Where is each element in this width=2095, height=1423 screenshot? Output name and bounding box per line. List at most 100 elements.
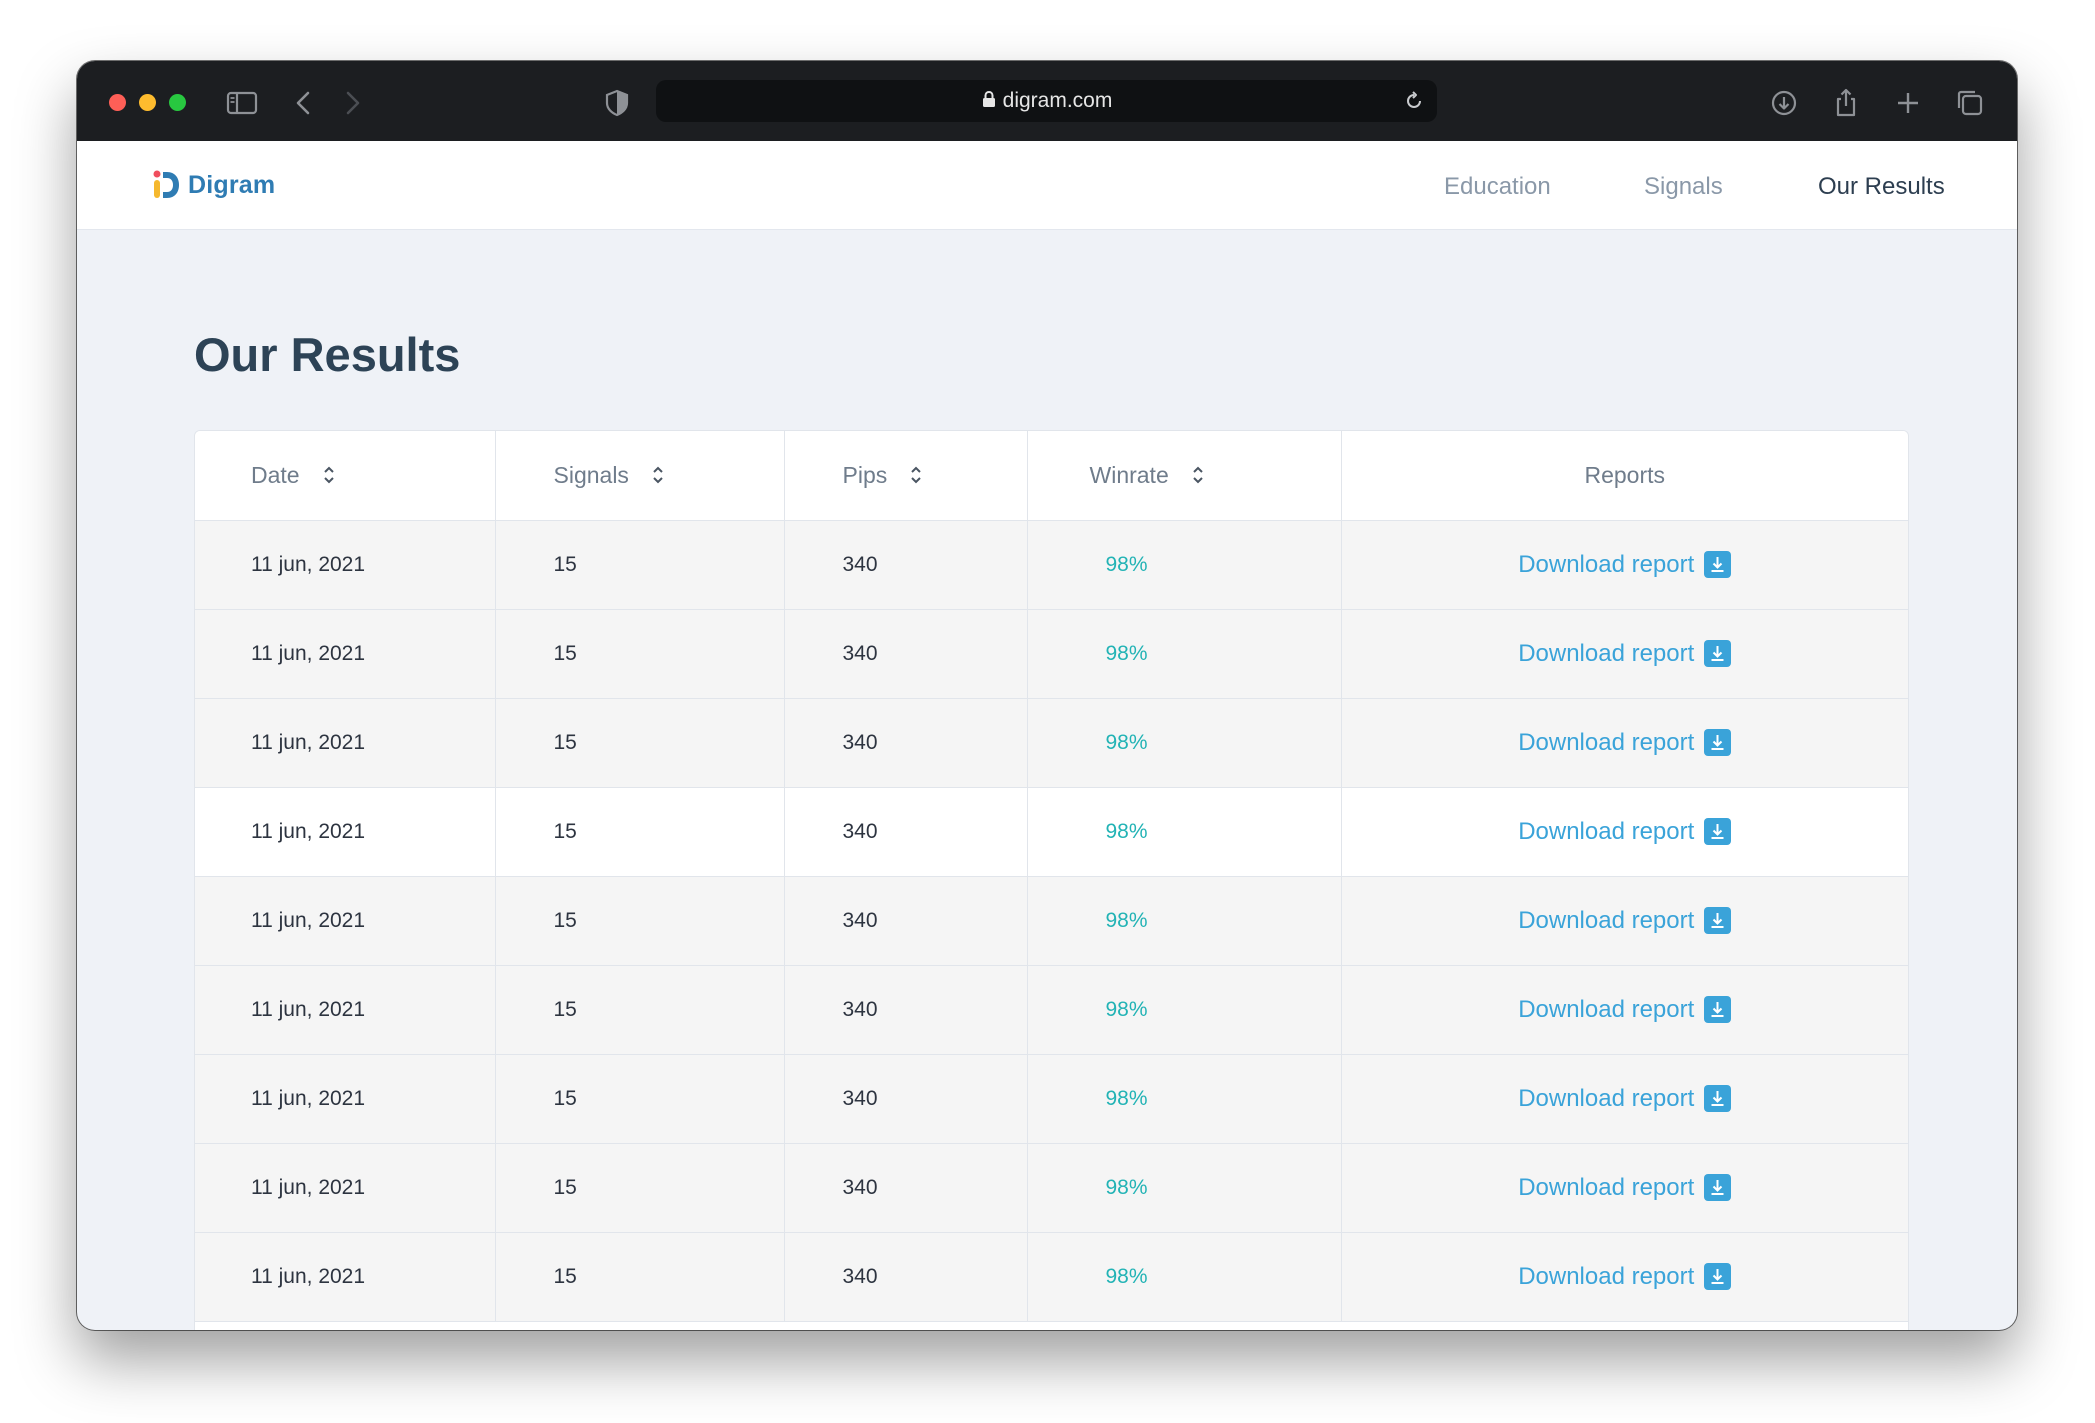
cell-winrate: 98% xyxy=(1027,698,1342,788)
table-row: 11 jun, 2021 15 340 98% Download report xyxy=(195,609,1908,699)
browser-toolbar: digram.com xyxy=(77,61,2017,141)
cell-pips: 340 xyxy=(784,698,1028,788)
cell-report: Download report xyxy=(1341,520,1908,610)
cell-pips: 340 xyxy=(784,1143,1028,1233)
cell-date: 11 jun, 2021 xyxy=(195,1143,496,1233)
cell-pips: 340 xyxy=(784,609,1028,699)
table-row: 11 jun, 2021 15 340 98% Download report xyxy=(195,876,1908,966)
sort-icon[interactable] xyxy=(909,465,923,485)
cell-signals: 15 xyxy=(495,520,785,610)
logo-text: Digram xyxy=(188,170,276,199)
download-report-icon[interactable] xyxy=(1704,818,1732,845)
lock-icon xyxy=(982,91,995,108)
table-row: 11 jun, 2021 15 340 98% Download report xyxy=(195,698,1908,788)
column-header-date[interactable]: Date xyxy=(195,431,496,521)
download-report-label: Download report xyxy=(1518,1262,1695,1290)
download-report-link[interactable]: Download report xyxy=(1518,729,1732,757)
download-report-icon[interactable] xyxy=(1704,907,1732,934)
table-row: 11 jun, 2021 15 340 98% Download report xyxy=(195,965,1908,1055)
download-report-label: Download report xyxy=(1518,1084,1695,1112)
close-window-button[interactable] xyxy=(109,94,126,111)
download-report-label: Download report xyxy=(1518,906,1695,934)
table-header-row: Date Signals Pips Winrate Reports xyxy=(195,431,1908,521)
cell-winrate: 98% xyxy=(1027,1232,1342,1322)
cell-report: Download report xyxy=(1341,787,1908,877)
cell-report: Download report xyxy=(1341,876,1908,966)
cell-pips: 340 xyxy=(784,876,1028,966)
download-report-icon[interactable] xyxy=(1704,1174,1732,1201)
logo-icon xyxy=(153,170,179,198)
column-header-winrate[interactable]: Winrate xyxy=(1027,431,1342,521)
cell-signals: 15 xyxy=(495,698,785,788)
nav-signals[interactable]: Signals xyxy=(1644,173,1723,200)
download-report-link[interactable]: Download report xyxy=(1518,817,1732,846)
address-bar[interactable]: digram.com xyxy=(656,80,1437,122)
new-tab-icon[interactable] xyxy=(1891,86,1925,120)
downloads-icon[interactable] xyxy=(1767,86,1801,120)
cell-signals: 15 xyxy=(495,1143,785,1233)
share-icon[interactable] xyxy=(1829,86,1863,120)
cell-pips: 340 xyxy=(784,965,1028,1055)
nav-our-results[interactable]: Our Results xyxy=(1818,173,1945,200)
forward-icon[interactable] xyxy=(335,86,369,120)
column-header-reports: Reports xyxy=(1341,431,1908,521)
cell-pips: 340 xyxy=(784,1054,1028,1144)
cell-signals: 15 xyxy=(495,876,785,966)
maximize-window-button[interactable] xyxy=(169,94,186,111)
cell-signals: 15 xyxy=(495,965,785,1055)
cell-report: Download report xyxy=(1341,698,1908,788)
cell-date: 11 jun, 2021 xyxy=(195,787,496,877)
reload-icon[interactable] xyxy=(1403,90,1425,112)
site-header: Digram Education Signals Our Results xyxy=(77,141,2017,230)
cell-date: 11 jun, 2021 xyxy=(195,609,496,699)
download-report-label: Download report xyxy=(1518,1173,1695,1201)
cell-signals: 15 xyxy=(495,1232,785,1322)
download-report-link[interactable]: Download report xyxy=(1518,995,1732,1024)
shield-icon[interactable] xyxy=(600,86,634,120)
download-report-label: Download report xyxy=(1518,550,1695,578)
back-icon[interactable] xyxy=(287,86,321,120)
download-report-link[interactable]: Download report xyxy=(1518,640,1732,668)
download-report-icon[interactable] xyxy=(1704,1085,1732,1112)
logo[interactable]: Digram xyxy=(152,165,275,205)
download-report-link[interactable]: Download report xyxy=(1518,1262,1732,1291)
download-report-link[interactable]: Download report xyxy=(1518,550,1732,579)
download-report-icon[interactable] xyxy=(1704,640,1732,667)
sort-icon[interactable] xyxy=(322,465,336,485)
tabs-overview-icon[interactable] xyxy=(1953,86,1987,120)
cell-winrate: 98% xyxy=(1027,520,1342,610)
download-report-icon[interactable] xyxy=(1704,729,1732,756)
url-text: digram.com xyxy=(1002,89,1113,112)
nav-education[interactable]: Education xyxy=(1444,173,1551,200)
download-report-icon[interactable] xyxy=(1704,1263,1732,1290)
minimize-window-button[interactable] xyxy=(139,94,156,111)
table-row: 11 jun, 2021 15 340 98% Download report xyxy=(195,1143,1908,1233)
cell-report: Download report xyxy=(1341,609,1908,699)
cell-winrate: 98% xyxy=(1027,1143,1342,1233)
cell-report: Download report xyxy=(1341,1143,1908,1233)
cell-date: 11 jun, 2021 xyxy=(195,1054,496,1144)
cell-date: 11 jun, 2021 xyxy=(195,876,496,966)
cell-date: 11 jun, 2021 xyxy=(195,965,496,1055)
download-report-link[interactable]: Download report xyxy=(1518,1084,1732,1113)
download-report-icon[interactable] xyxy=(1704,551,1732,578)
cell-pips: 340 xyxy=(784,1232,1028,1322)
cell-winrate: 98% xyxy=(1027,1054,1342,1144)
download-report-link[interactable]: Download report xyxy=(1518,906,1732,935)
download-report-icon[interactable] xyxy=(1704,996,1732,1023)
cell-winrate: 98% xyxy=(1027,876,1342,966)
browser-window: digram.com Digram Education Signals Our … xyxy=(77,61,2017,1330)
sort-icon[interactable] xyxy=(1191,465,1205,485)
cell-pips: 340 xyxy=(784,520,1028,610)
sidebar-icon[interactable] xyxy=(225,86,259,120)
download-report-link[interactable]: Download report xyxy=(1518,1173,1732,1202)
table-row: 11 jun, 2021 15 340 98% Download report xyxy=(195,1232,1908,1322)
column-header-pips[interactable]: Pips xyxy=(784,431,1028,521)
download-report-label: Download report xyxy=(1518,995,1695,1023)
download-report-label: Download report xyxy=(1518,817,1695,845)
cell-winrate: 98% xyxy=(1027,965,1342,1055)
cell-report: Download report xyxy=(1341,965,1908,1055)
column-header-signals[interactable]: Signals xyxy=(495,431,785,521)
sort-icon[interactable] xyxy=(651,465,665,485)
results-table: Date Signals Pips Winrate Reports 11 jun… xyxy=(194,430,1909,1330)
